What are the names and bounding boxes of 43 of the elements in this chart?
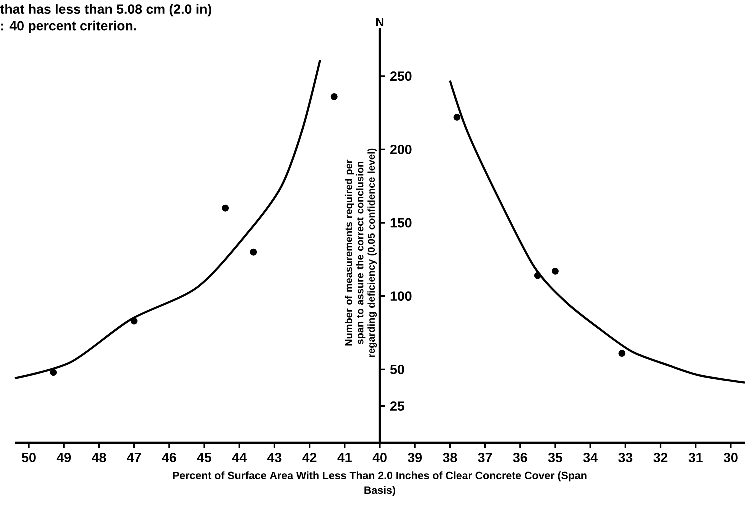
x-tick-label: 30 [724, 453, 738, 462]
chart-subtitle: : 40 percent criterion. [2, 20, 136, 34]
point [330, 93, 338, 100]
x-tick-label: 39 [408, 453, 422, 462]
x-tick-label: 35 [548, 453, 563, 462]
point [552, 268, 559, 275]
x-tick-label: 44 [232, 453, 247, 462]
line-series [449, 80, 746, 384]
x-tick-label: 37 [478, 453, 492, 462]
y-tick-label: 250 [390, 72, 412, 82]
chart-title: that has less than 5.08 cm (2.0 in) [0, 4, 212, 17]
line-series [14, 59, 322, 380]
x-tick-label: 36 [513, 453, 528, 462]
x-tick-label: 40 [372, 453, 387, 462]
x-axis-title: Percent of Surface Area With Less Than 2.0 Inches of Clear Concrete Cover (Span Basis) [173, 472, 587, 496]
y-tick-label: 50 [390, 364, 404, 374]
x-tick-label: 43 [268, 453, 282, 462]
x-tick-label: 31 [688, 453, 703, 462]
x-tick-label: 38 [443, 453, 458, 462]
x-tick-label: 49 [56, 453, 72, 462]
point [50, 369, 58, 376]
x-tick-label: 32 [654, 453, 668, 462]
y-tick-label: 200 [390, 144, 412, 154]
point [618, 350, 626, 358]
point [454, 114, 461, 121]
x-tick-label: 50 [22, 453, 36, 462]
y-tick-label: 150 [390, 218, 412, 228]
x-tick-label: 47 [127, 453, 142, 462]
x-tick-label: 33 [618, 453, 633, 462]
annotation: Number of measurements required per span to assure the correct conclusion regarding deficiency (0.05 confidence level) [345, 148, 378, 358]
x-tick-label: 41 [338, 453, 352, 462]
x-tick-label: 42 [302, 453, 317, 462]
y-tick-label: 25 [390, 402, 405, 412]
y-tick-label: 100 [390, 292, 412, 302]
x-tick-label: 34 [583, 453, 598, 462]
point [222, 204, 230, 212]
x-tick-label: 46 [162, 453, 176, 462]
point [130, 318, 138, 325]
x-tick-label: 48 [92, 453, 106, 462]
y-axis-title: N [376, 18, 384, 26]
x-tick-label: 45 [197, 453, 212, 462]
point [534, 272, 542, 280]
point [250, 248, 258, 256]
